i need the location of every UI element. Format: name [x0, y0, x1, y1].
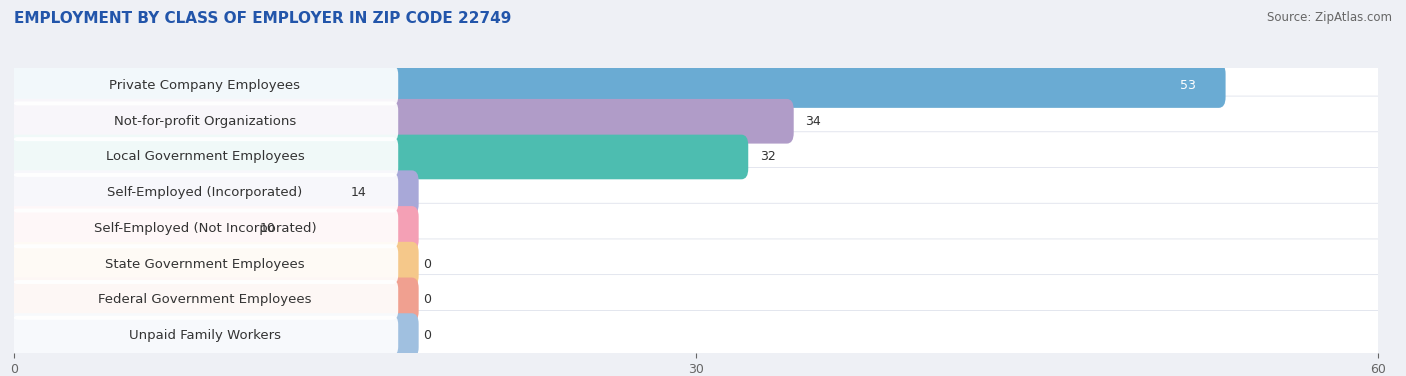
FancyBboxPatch shape — [7, 277, 419, 322]
Text: State Government Employees: State Government Employees — [105, 258, 305, 271]
FancyBboxPatch shape — [7, 135, 748, 179]
Text: 0: 0 — [423, 329, 432, 342]
FancyBboxPatch shape — [7, 96, 1385, 146]
Text: 14: 14 — [350, 186, 366, 199]
Text: 0: 0 — [423, 258, 432, 271]
Text: Self-Employed (Incorporated): Self-Employed (Incorporated) — [107, 186, 302, 199]
FancyBboxPatch shape — [11, 209, 398, 248]
Text: 34: 34 — [806, 115, 821, 128]
FancyBboxPatch shape — [11, 316, 398, 355]
FancyBboxPatch shape — [7, 203, 1385, 253]
FancyBboxPatch shape — [7, 239, 1385, 289]
FancyBboxPatch shape — [11, 137, 398, 177]
Text: 0: 0 — [423, 293, 432, 306]
FancyBboxPatch shape — [7, 242, 419, 287]
FancyBboxPatch shape — [7, 63, 1226, 108]
Text: 10: 10 — [260, 222, 276, 235]
FancyBboxPatch shape — [7, 313, 419, 358]
Text: 32: 32 — [759, 150, 775, 164]
Text: Not-for-profit Organizations: Not-for-profit Organizations — [114, 115, 297, 128]
Text: 53: 53 — [1180, 79, 1197, 92]
Text: Local Government Employees: Local Government Employees — [105, 150, 304, 164]
FancyBboxPatch shape — [7, 61, 1385, 111]
Text: EMPLOYMENT BY CLASS OF EMPLOYER IN ZIP CODE 22749: EMPLOYMENT BY CLASS OF EMPLOYER IN ZIP C… — [14, 11, 512, 26]
FancyBboxPatch shape — [7, 168, 1385, 218]
FancyBboxPatch shape — [7, 206, 419, 251]
Text: Federal Government Employees: Federal Government Employees — [98, 293, 312, 306]
Text: Self-Employed (Not Incorporated): Self-Employed (Not Incorporated) — [94, 222, 316, 235]
FancyBboxPatch shape — [7, 132, 1385, 182]
FancyBboxPatch shape — [11, 280, 398, 320]
FancyBboxPatch shape — [7, 99, 794, 144]
FancyBboxPatch shape — [11, 66, 398, 105]
FancyBboxPatch shape — [7, 170, 419, 215]
Text: Unpaid Family Workers: Unpaid Family Workers — [129, 329, 281, 342]
FancyBboxPatch shape — [11, 244, 398, 284]
FancyBboxPatch shape — [11, 173, 398, 212]
FancyBboxPatch shape — [11, 102, 398, 141]
Text: Private Company Employees: Private Company Employees — [110, 79, 301, 92]
Text: Source: ZipAtlas.com: Source: ZipAtlas.com — [1267, 11, 1392, 24]
FancyBboxPatch shape — [7, 311, 1385, 361]
FancyBboxPatch shape — [7, 275, 1385, 325]
